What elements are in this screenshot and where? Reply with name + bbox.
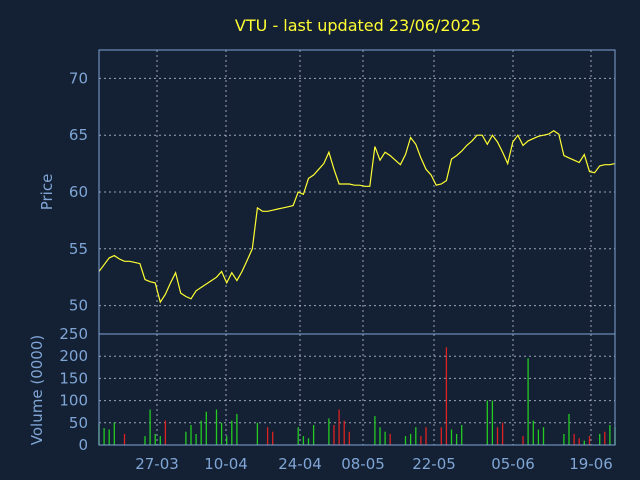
price-tick-label: 70 [69, 69, 88, 87]
volume-grid [99, 334, 615, 445]
volume-bars [98, 347, 616, 445]
x-tick-label: 10-04 [204, 455, 248, 473]
x-tick-label: 27-03 [135, 455, 179, 473]
price-tick-label: 65 [69, 126, 88, 144]
volume-axis-label: Volume (0000) [28, 335, 46, 445]
price-tick-label: 60 [69, 183, 88, 201]
volume-tick-label: 0 [78, 436, 88, 454]
volume-tick-label: 150 [59, 369, 88, 387]
x-tick-label: 08-05 [341, 455, 385, 473]
volume-y-ticks: 0 50 100 150 200 250 [59, 325, 88, 454]
x-tick-label: 22-05 [412, 455, 456, 473]
x-axis-ticks: 27-03 10-04 24-04 08-05 22-05 05-06 19-06 [135, 455, 613, 473]
price-grid [99, 50, 615, 334]
price-y-ticks: 50 55 60 65 70 [69, 69, 88, 314]
x-tick-label: 19-06 [569, 455, 613, 473]
price-panel: 50 55 60 65 70 Price [38, 49, 616, 335]
x-tick-label: 24-04 [278, 455, 322, 473]
price-panel-frame [98, 49, 616, 335]
chart-title: VTU - last updated 23/06/2025 [235, 16, 481, 35]
volume-tick-label: 50 [69, 414, 88, 432]
x-tick-label: 05-06 [491, 455, 535, 473]
price-line [98, 129, 616, 304]
price-tick-label: 55 [69, 240, 88, 258]
volume-panel-frame [98, 333, 616, 446]
volume-tick-label: 100 [59, 392, 88, 410]
volume-tick-label: 200 [59, 347, 88, 365]
price-tick-label: 50 [69, 297, 88, 315]
volume-panel: 0 50 100 150 200 250 Volume (0000) [28, 325, 616, 454]
price-axis-label: Price [38, 174, 56, 211]
volume-tick-label: 250 [59, 325, 88, 343]
